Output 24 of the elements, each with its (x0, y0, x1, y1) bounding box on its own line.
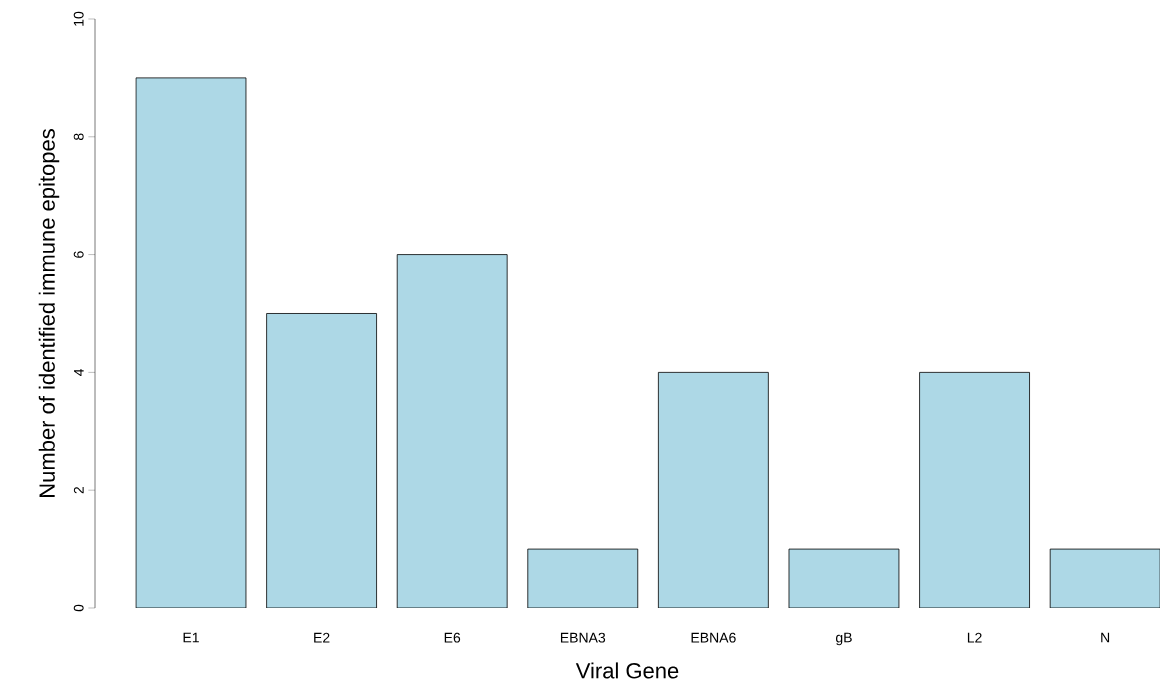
bar (919, 372, 1030, 608)
x-tick-label: gB (835, 632, 852, 646)
bar (788, 549, 899, 608)
bar (397, 254, 508, 608)
bar (266, 313, 377, 608)
y-tick-label: 10 (73, 11, 84, 26)
y-axis-title: Number of identified immune epitopes (38, 129, 60, 497)
y-tick-label: 0 (73, 604, 84, 612)
y-tick-label: 4 (74, 368, 84, 376)
x-tick-label: N (1101, 632, 1110, 643)
bar (136, 77, 246, 608)
x-tick-label: EBNA6 (691, 632, 736, 643)
x-tick-label: E1 (183, 632, 199, 643)
x-tick-label: E6 (444, 632, 461, 643)
x-axis-title: Viral Gene (575, 662, 679, 679)
bar (658, 372, 769, 608)
x-tick-label: EBNA3 (560, 632, 606, 643)
bar (1049, 548, 1160, 608)
x-tick-label: L2 (967, 632, 982, 643)
x-tick-label: E2 (314, 632, 330, 643)
y-tick-label: 6 (73, 251, 84, 258)
y-tick-label: 2 (73, 487, 84, 494)
bar (527, 549, 638, 608)
y-tick-label: 8 (73, 133, 84, 141)
